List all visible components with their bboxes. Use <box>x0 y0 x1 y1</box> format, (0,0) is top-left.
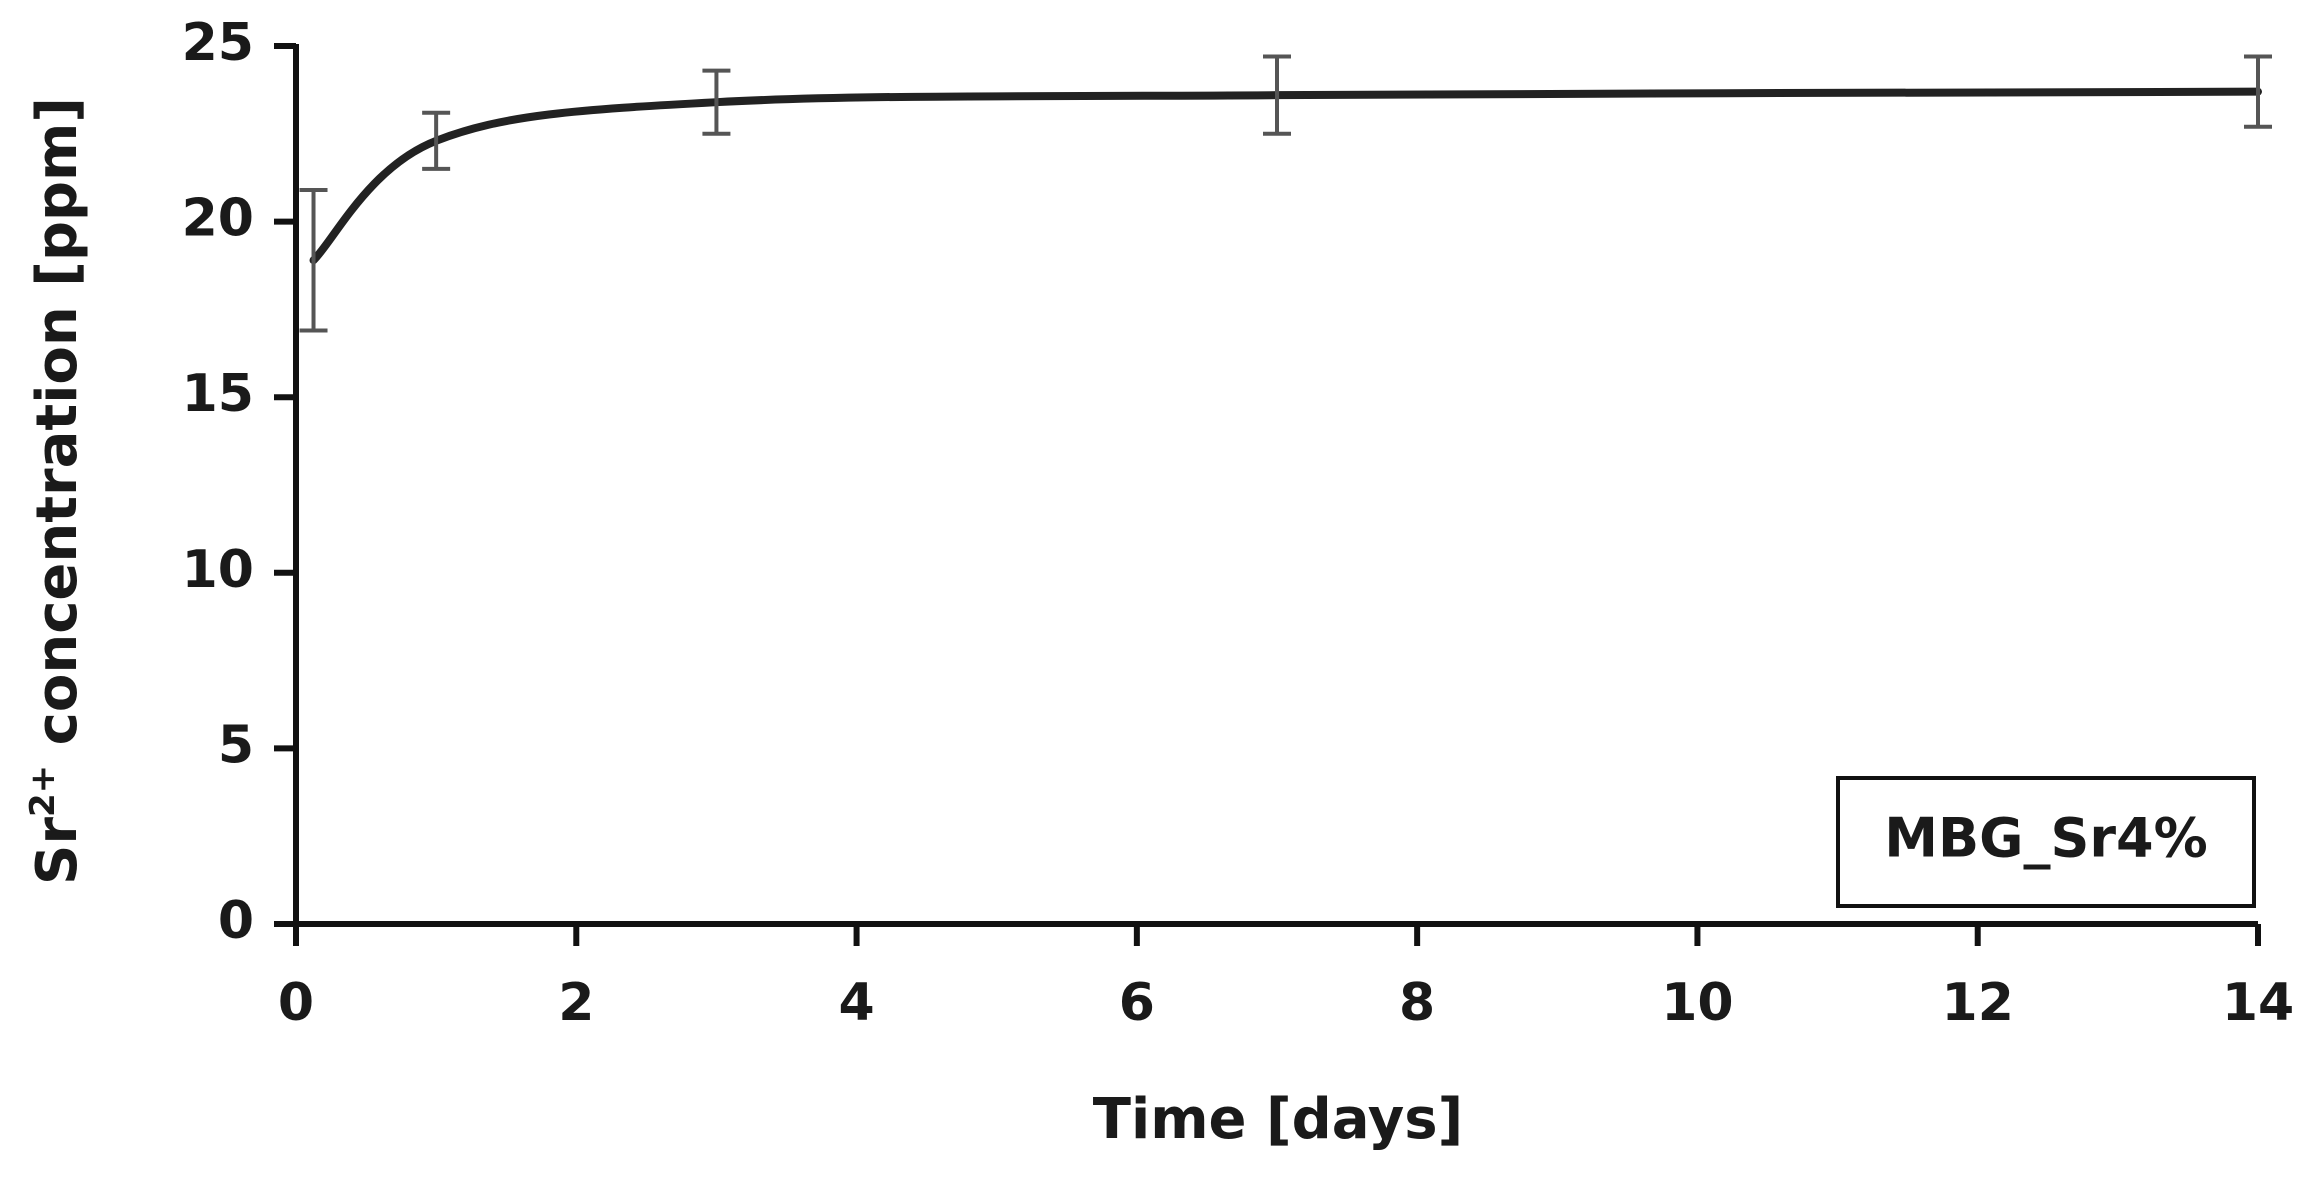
legend: MBG_Sr4% <box>1836 776 2256 908</box>
x-tick-label: 2 <box>558 973 594 1033</box>
x-tick-label: 6 <box>1119 973 1155 1033</box>
error-bar <box>702 68 731 136</box>
error-bar <box>422 110 451 171</box>
x-tick-label: 10 <box>1661 973 1733 1033</box>
x-tick-label: 12 <box>1942 973 2014 1033</box>
y-tick-label: 20 <box>182 189 254 249</box>
series-line <box>309 87 2262 265</box>
x-tick-label: 8 <box>1399 973 1435 1033</box>
error-bar <box>1263 54 1291 136</box>
y-tick-label: 0 <box>218 891 254 951</box>
y-axis-title-suffix: concentration [ppm] <box>25 97 90 765</box>
error-bar <box>2244 54 2272 129</box>
y-tick-label: 5 <box>218 715 254 775</box>
axes-group: 0 5 10 15 20 25 0 2 4 6 8 10 12 14 <box>182 13 2295 1033</box>
error-bars-group <box>299 54 2272 333</box>
error-bar <box>299 187 328 333</box>
x-tick-label: 4 <box>838 973 874 1033</box>
y-tick-label: 10 <box>182 540 254 600</box>
legend-box <box>1836 776 2256 908</box>
y-axis-title-prefix: Sr <box>25 817 90 885</box>
series-group <box>309 87 2262 265</box>
y-tick-label: 15 <box>182 364 254 424</box>
x-tick-label: 14 <box>2222 973 2294 1033</box>
y-axis-title-superscript: 2+ <box>23 765 63 817</box>
x-axis-title: Time [days] <box>1093 1087 1463 1152</box>
y-tick-label: 25 <box>182 13 254 73</box>
y-axis-title: Sr2+ concentration [ppm] <box>23 97 90 885</box>
legend-label: MBG_Sr4% <box>1884 807 2207 870</box>
x-tick-label: 0 <box>278 973 314 1033</box>
